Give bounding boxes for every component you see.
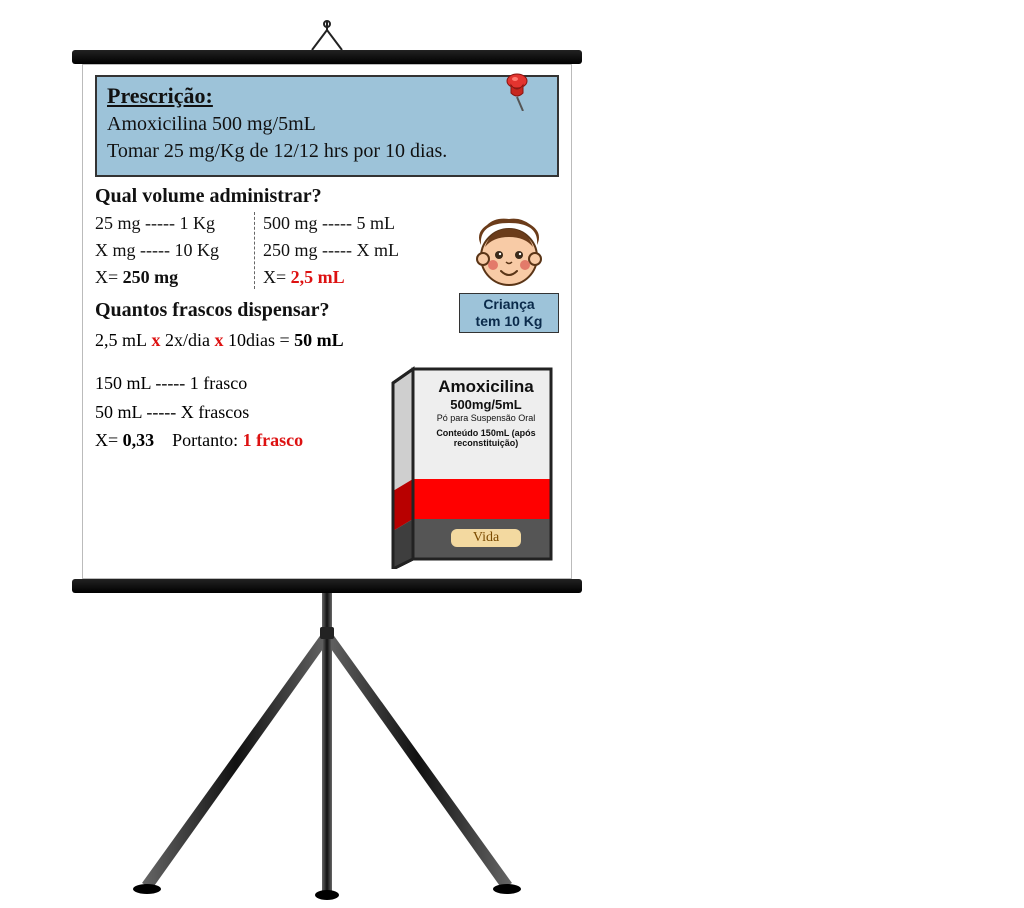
child-face-icon	[471, 215, 547, 291]
hanger-hook	[302, 20, 352, 50]
calc-line: X mg ----- 10 Kg	[95, 237, 250, 264]
brand-logo: Vida	[451, 529, 521, 547]
medicine-box-icon: Amoxicilina 500mg/5mL Pó para Suspensão …	[391, 359, 561, 569]
medicine-subtitle: Pó para Suspensão Oral	[421, 413, 551, 423]
child-weight-label: Criança tem 10 Kg	[459, 293, 559, 333]
rule-of-three-weight: 25 mg ----- 1 Kg X mg ----- 10 Kg X= 250…	[95, 210, 250, 291]
bottom-bar	[72, 579, 582, 593]
calc-result: X= 250 mg	[95, 264, 250, 291]
medicine-dose: 500mg/5mL	[421, 397, 551, 412]
calc-prefix: X=	[263, 267, 291, 287]
calc-value: 0,33	[123, 430, 155, 450]
calc-total: 50 mL	[294, 330, 344, 350]
calc-line: 250 mg ----- X mL	[263, 237, 433, 264]
calc-value: 250 mg	[123, 267, 179, 287]
calc-label: Portanto:	[154, 430, 243, 450]
vertical-divider	[254, 212, 255, 289]
child-label-line: tem 10 Kg	[464, 313, 554, 330]
prescription-posology: Tomar 25 mg/Kg de 12/12 hrs por 10 dias.	[107, 138, 547, 165]
question-volume: Qual volume administrar?	[95, 185, 559, 208]
easel: Prescrição: Amoxicilina 500 mg/5mL Tomar…	[72, 20, 582, 890]
medicine-label: Amoxicilina 500mg/5mL Pó para Suspensão …	[421, 377, 551, 449]
calc-line: 25 mg ----- 1 Kg	[95, 210, 250, 237]
prescription-drug: Amoxicilina 500 mg/5mL	[107, 111, 547, 138]
whiteboard: Prescrição: Amoxicilina 500 mg/5mL Tomar…	[82, 64, 572, 579]
calc-term: 10dias =	[228, 330, 294, 350]
calc-prefix: X=	[95, 430, 123, 450]
medicine-brand: Amoxicilina	[421, 377, 551, 397]
easel-legs	[72, 593, 582, 903]
child-label-line: Criança	[464, 296, 554, 313]
medicine-content-line: reconstituição)	[421, 439, 551, 449]
calc-term: 2x/dia	[165, 330, 210, 350]
medicine-content: Conteúdo 150mL (após reconstituição)	[421, 429, 551, 449]
prescription-title: Prescrição:	[107, 83, 547, 109]
calc-final-highlight: 1 frasco	[243, 430, 303, 450]
calc-prefix: X=	[95, 267, 123, 287]
calc-term: 2,5 mL	[95, 330, 147, 350]
rule-of-three-volume: 500 mg ----- 5 mL 250 mg ----- X mL X= 2…	[263, 210, 433, 291]
prescription-box: Prescrição: Amoxicilina 500 mg/5mL Tomar…	[95, 75, 559, 177]
child-info: Criança tem 10 Kg	[459, 215, 559, 333]
times-icon: x	[210, 330, 228, 350]
top-bar	[72, 50, 582, 64]
times-icon: x	[147, 330, 165, 350]
calc-value-highlight: 2,5 mL	[291, 267, 345, 287]
push-pin-icon	[497, 69, 539, 111]
calc-line: 500 mg ----- 5 mL	[263, 210, 433, 237]
calc-result: X= 2,5 mL	[263, 264, 433, 291]
